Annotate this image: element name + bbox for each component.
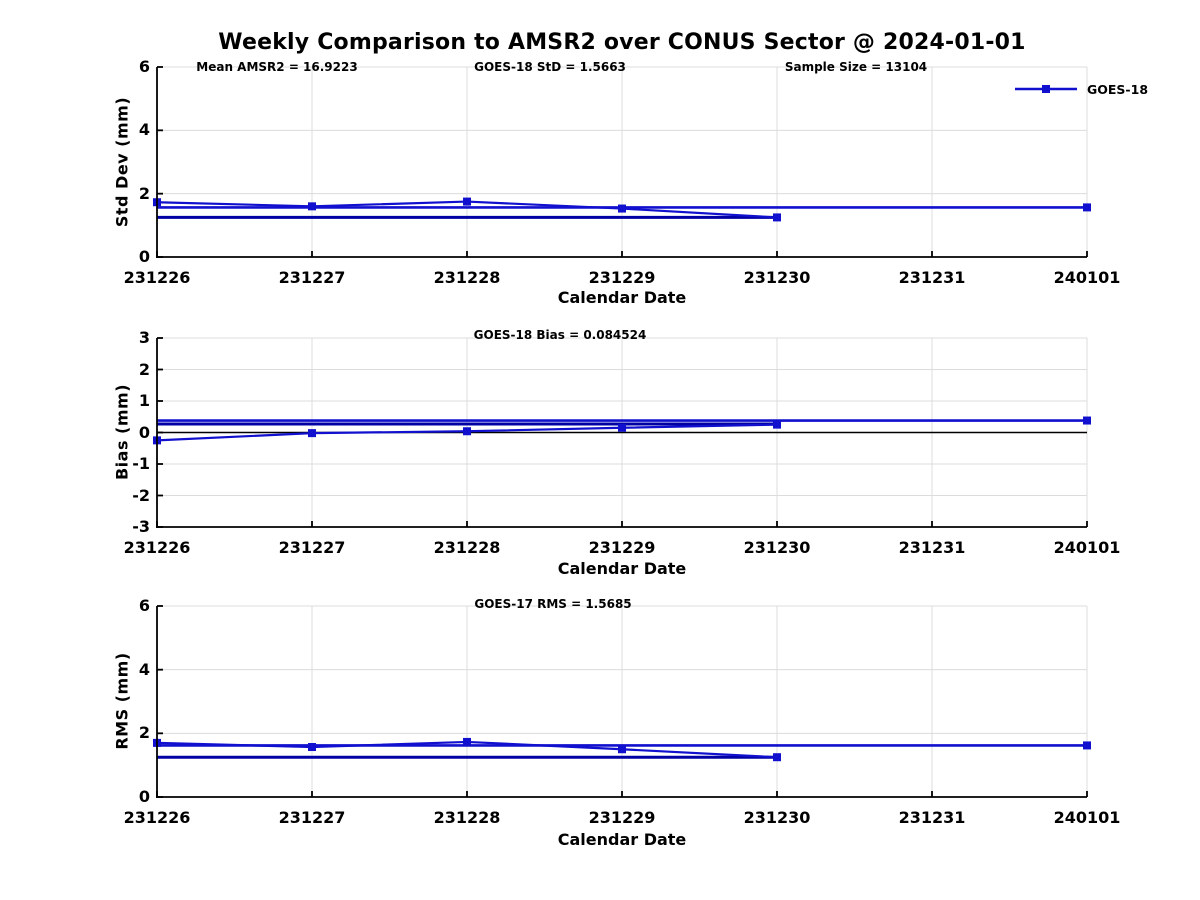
y-tick-label: 6 (138, 596, 150, 615)
x-tick-label: 231231 (898, 538, 966, 557)
x-tick-label: 231228 (433, 268, 501, 287)
x-tick-label: 231227 (278, 538, 346, 557)
marker-square (618, 423, 626, 432)
y-tick-label: 0 (138, 787, 150, 806)
marker-square (1083, 203, 1091, 212)
marker-square (463, 737, 471, 746)
legend: GOES-18 (1012, 80, 1148, 98)
y-tick-label: -3 (132, 517, 150, 536)
x-axis-label-stddev: Calendar Date (557, 288, 687, 307)
x-tick-label: 231226 (123, 538, 191, 557)
y-tick-label: 6 (138, 57, 150, 76)
marker-square (618, 204, 626, 213)
y-tick-label: -1 (132, 454, 150, 473)
y-axis-label-stddev: Std Dev (mm) (112, 96, 132, 228)
x-tick-label: 231231 (898, 808, 966, 827)
legend-label-goes18: GOES-18 (1087, 81, 1149, 97)
x-tick-label: 231229 (588, 538, 656, 557)
x-tick-label: 231226 (123, 808, 191, 827)
marker-square (1083, 416, 1091, 425)
y-tick-label: 4 (138, 659, 150, 679)
y-tick-label: 1 (138, 391, 150, 410)
x-axis-label-rms: Calendar Date (557, 830, 687, 849)
marker-square (1083, 741, 1091, 750)
x-tick-label: 231231 (898, 268, 966, 287)
marker-square (773, 753, 781, 762)
legend-line-marker-icon (1015, 85, 1077, 93)
annotation-goes17-rms: GOES-17 RMS = 1.5685 (474, 597, 632, 611)
marker-square (773, 213, 781, 222)
marker-square (308, 429, 316, 438)
x-tick-label: 231229 (588, 268, 656, 287)
x-tick-label: 231227 (278, 808, 346, 827)
figure-title: Weekly Comparison to AMSR2 over CONUS Se… (218, 30, 1026, 55)
x-tick-label: 231229 (588, 808, 656, 827)
x-tick-label: 231230 (743, 808, 811, 827)
x-tick-label: 231228 (433, 808, 501, 827)
marker-square (308, 202, 316, 211)
x-tick-label: 231230 (743, 268, 811, 287)
y-tick-label: 2 (138, 723, 150, 743)
marker-square (773, 420, 781, 429)
y-tick-label: 4 (138, 120, 150, 140)
y-tick-label: 2 (138, 359, 150, 379)
x-tick-label: 231230 (743, 538, 811, 557)
y-tick-label: 3 (138, 328, 150, 347)
x-tick-label: 240101 (1053, 808, 1121, 827)
annotation-goes18-bias: GOES-18 Bias = 0.084524 (473, 328, 647, 342)
x-tick-label: 231228 (433, 538, 501, 557)
x-axis-label-bias: Calendar Date (557, 559, 687, 578)
marker-square (463, 197, 471, 206)
y-tick-label: -2 (132, 485, 150, 505)
y-tick-label: 2 (138, 183, 150, 203)
y-tick-label: 0 (138, 422, 150, 442)
x-tick-label: 240101 (1053, 268, 1121, 287)
annotation-sample-size: Sample Size = 13104 (784, 60, 928, 74)
annotation-goes18-std: GOES-18 StD = 1.5663 (474, 60, 626, 74)
marker-square (618, 745, 626, 754)
x-tick-label: 240101 (1053, 538, 1121, 557)
marker-square (463, 427, 471, 436)
x-tick-label: 231227 (278, 268, 346, 287)
annotation-mean-amsr2: Mean AMSR2 = 16.9223 (196, 60, 358, 74)
marker-square (308, 743, 316, 752)
y-tick-label: 0 (138, 247, 150, 266)
x-tick-label: 231226 (123, 268, 191, 287)
